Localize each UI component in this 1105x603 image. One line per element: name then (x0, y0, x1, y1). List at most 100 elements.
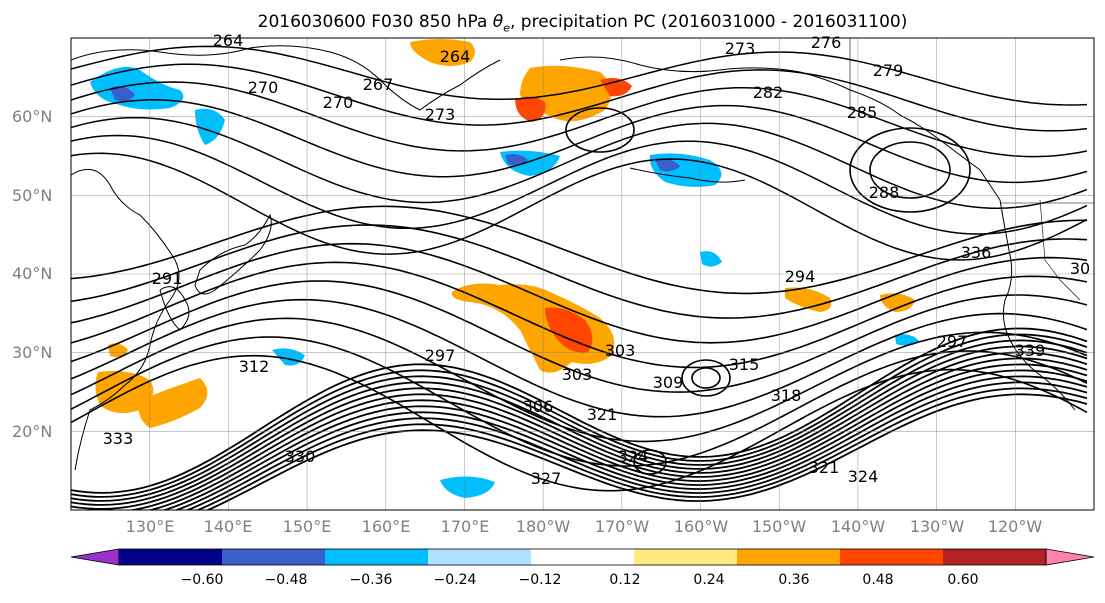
precip-negative-small-1 (700, 251, 722, 267)
lon-label-160e: 160°E (361, 517, 411, 536)
precip-positive-east-pacific-2 (880, 293, 915, 312)
precip-positive-north (410, 39, 475, 66)
colorbar-bin (840, 549, 943, 565)
contour-line (71, 99, 1088, 184)
coastlines (71, 45, 1076, 471)
lon-label-140e: 140°E (203, 517, 253, 536)
precip-strong-negative-gulf (655, 158, 680, 172)
contour-line (71, 45, 1088, 106)
country-borders (849, 38, 1094, 301)
contour-label: 264 (213, 31, 244, 50)
contour-label: 321 (809, 458, 840, 477)
contour-line (147, 363, 1088, 510)
colorbar-bin (325, 549, 428, 565)
colorbar-tick-label: −0.60 (180, 572, 224, 588)
contour-line (71, 116, 1088, 209)
contour-label: 336 (961, 243, 992, 262)
contour-line (71, 81, 1088, 158)
contour-label: 303 (562, 365, 593, 384)
coastline-japan (194, 213, 272, 295)
contour-label: 330 (285, 447, 316, 466)
contour-line (71, 242, 1088, 344)
contour-line (71, 339, 1088, 502)
lon-label-150e: 150°E (282, 517, 332, 536)
contour-label: 291 (152, 269, 183, 288)
border-us-states (1039, 199, 1081, 301)
colorbar-extend-low (70, 548, 120, 566)
coastline-siberia-arctic (71, 45, 501, 111)
lon-label-140w: 140°W (830, 517, 886, 536)
contour-line (71, 351, 1088, 510)
lon-label-170e: 170°E (440, 517, 490, 536)
precip-positive-east-china (95, 371, 154, 414)
colorbar-tick-label: −0.36 (349, 572, 393, 588)
contour-closed (633, 449, 667, 475)
contour-label: 279 (873, 61, 904, 80)
colorbar-bin (531, 549, 634, 565)
precip-strong-negative-bering (505, 154, 528, 166)
contour-label: 324 (848, 467, 879, 486)
contour-label: 276 (811, 33, 842, 52)
contour-line (71, 354, 1088, 492)
precip-strong-negative-siberia (110, 86, 135, 102)
contour-label: 309 (653, 373, 684, 392)
contour-label: 303 (605, 341, 636, 360)
contour-label: 318 (771, 386, 802, 405)
contour-closed (565, 107, 635, 153)
coastline-west-america (999, 199, 1076, 411)
contour-label: 267 (363, 75, 394, 94)
contour-label: 312 (239, 357, 270, 376)
contour-closed (849, 127, 971, 213)
coastline-aleutians (629, 167, 746, 183)
precip-negative-okhotsk (195, 108, 225, 145)
contour-line (205, 393, 1088, 510)
precip-positive-japan-south (138, 378, 208, 428)
lon-label-150w: 150°W (751, 517, 807, 536)
contour-label: 273 (725, 39, 756, 58)
coastline-asia (71, 168, 180, 471)
colorbar-bin (943, 549, 1046, 565)
colorbar-tick-label: −0.24 (433, 572, 477, 588)
contour-closed (691, 367, 721, 389)
colorbar-tick-label: −0.12 (518, 572, 562, 588)
map-title: 2016030600 F030 850 hPa θe, precipitatio… (257, 12, 908, 35)
lon-label-170w: 170°W (594, 517, 650, 536)
lon-label-180w: 180°W (515, 517, 571, 536)
contour-labels: 264 264 267 270 270 273 273 276 279 282 285 288 291 2… (103, 31, 1090, 488)
contour-label: 264 (440, 47, 471, 66)
contour-label: 273 (425, 105, 456, 124)
contour-line (71, 317, 1088, 443)
graticule (71, 38, 1094, 510)
contour-line (195, 387, 1088, 510)
theta-e-contours (71, 45, 1088, 510)
contour-label: 30 (1070, 259, 1090, 278)
precip-negative-siberia (90, 66, 184, 110)
lon-label-120w: 120°W (987, 517, 1043, 536)
colorbar-bin (222, 549, 325, 565)
contour-label: 288 (869, 183, 900, 202)
contour-label: 315 (729, 355, 760, 374)
precip-positive-small-1 (108, 343, 128, 358)
colorbar-bin (428, 549, 531, 565)
colorbar-extend-high (1045, 548, 1095, 566)
map-frame (70, 37, 1095, 511)
contour-line (71, 280, 1088, 393)
lat-label-30: 30°N (12, 343, 53, 362)
precip-negative-tropical (440, 476, 495, 498)
contour-line (71, 224, 1088, 319)
contour-line (71, 152, 1088, 261)
lat-label-60: 60°N (12, 107, 53, 126)
contour-closed (869, 141, 951, 199)
contour-line (71, 345, 1088, 506)
contour-closed (681, 359, 731, 397)
contour-line (174, 375, 1088, 510)
contour-line (71, 261, 1088, 369)
precip-strong-alaska (600, 78, 632, 97)
contour-label: 297 (425, 346, 456, 365)
contour-label: 327 (531, 469, 562, 488)
contour-label: 282 (753, 83, 784, 102)
contour-line (71, 333, 1088, 498)
precip-strong-central-pacific (545, 307, 593, 353)
contour-line (71, 298, 1088, 418)
